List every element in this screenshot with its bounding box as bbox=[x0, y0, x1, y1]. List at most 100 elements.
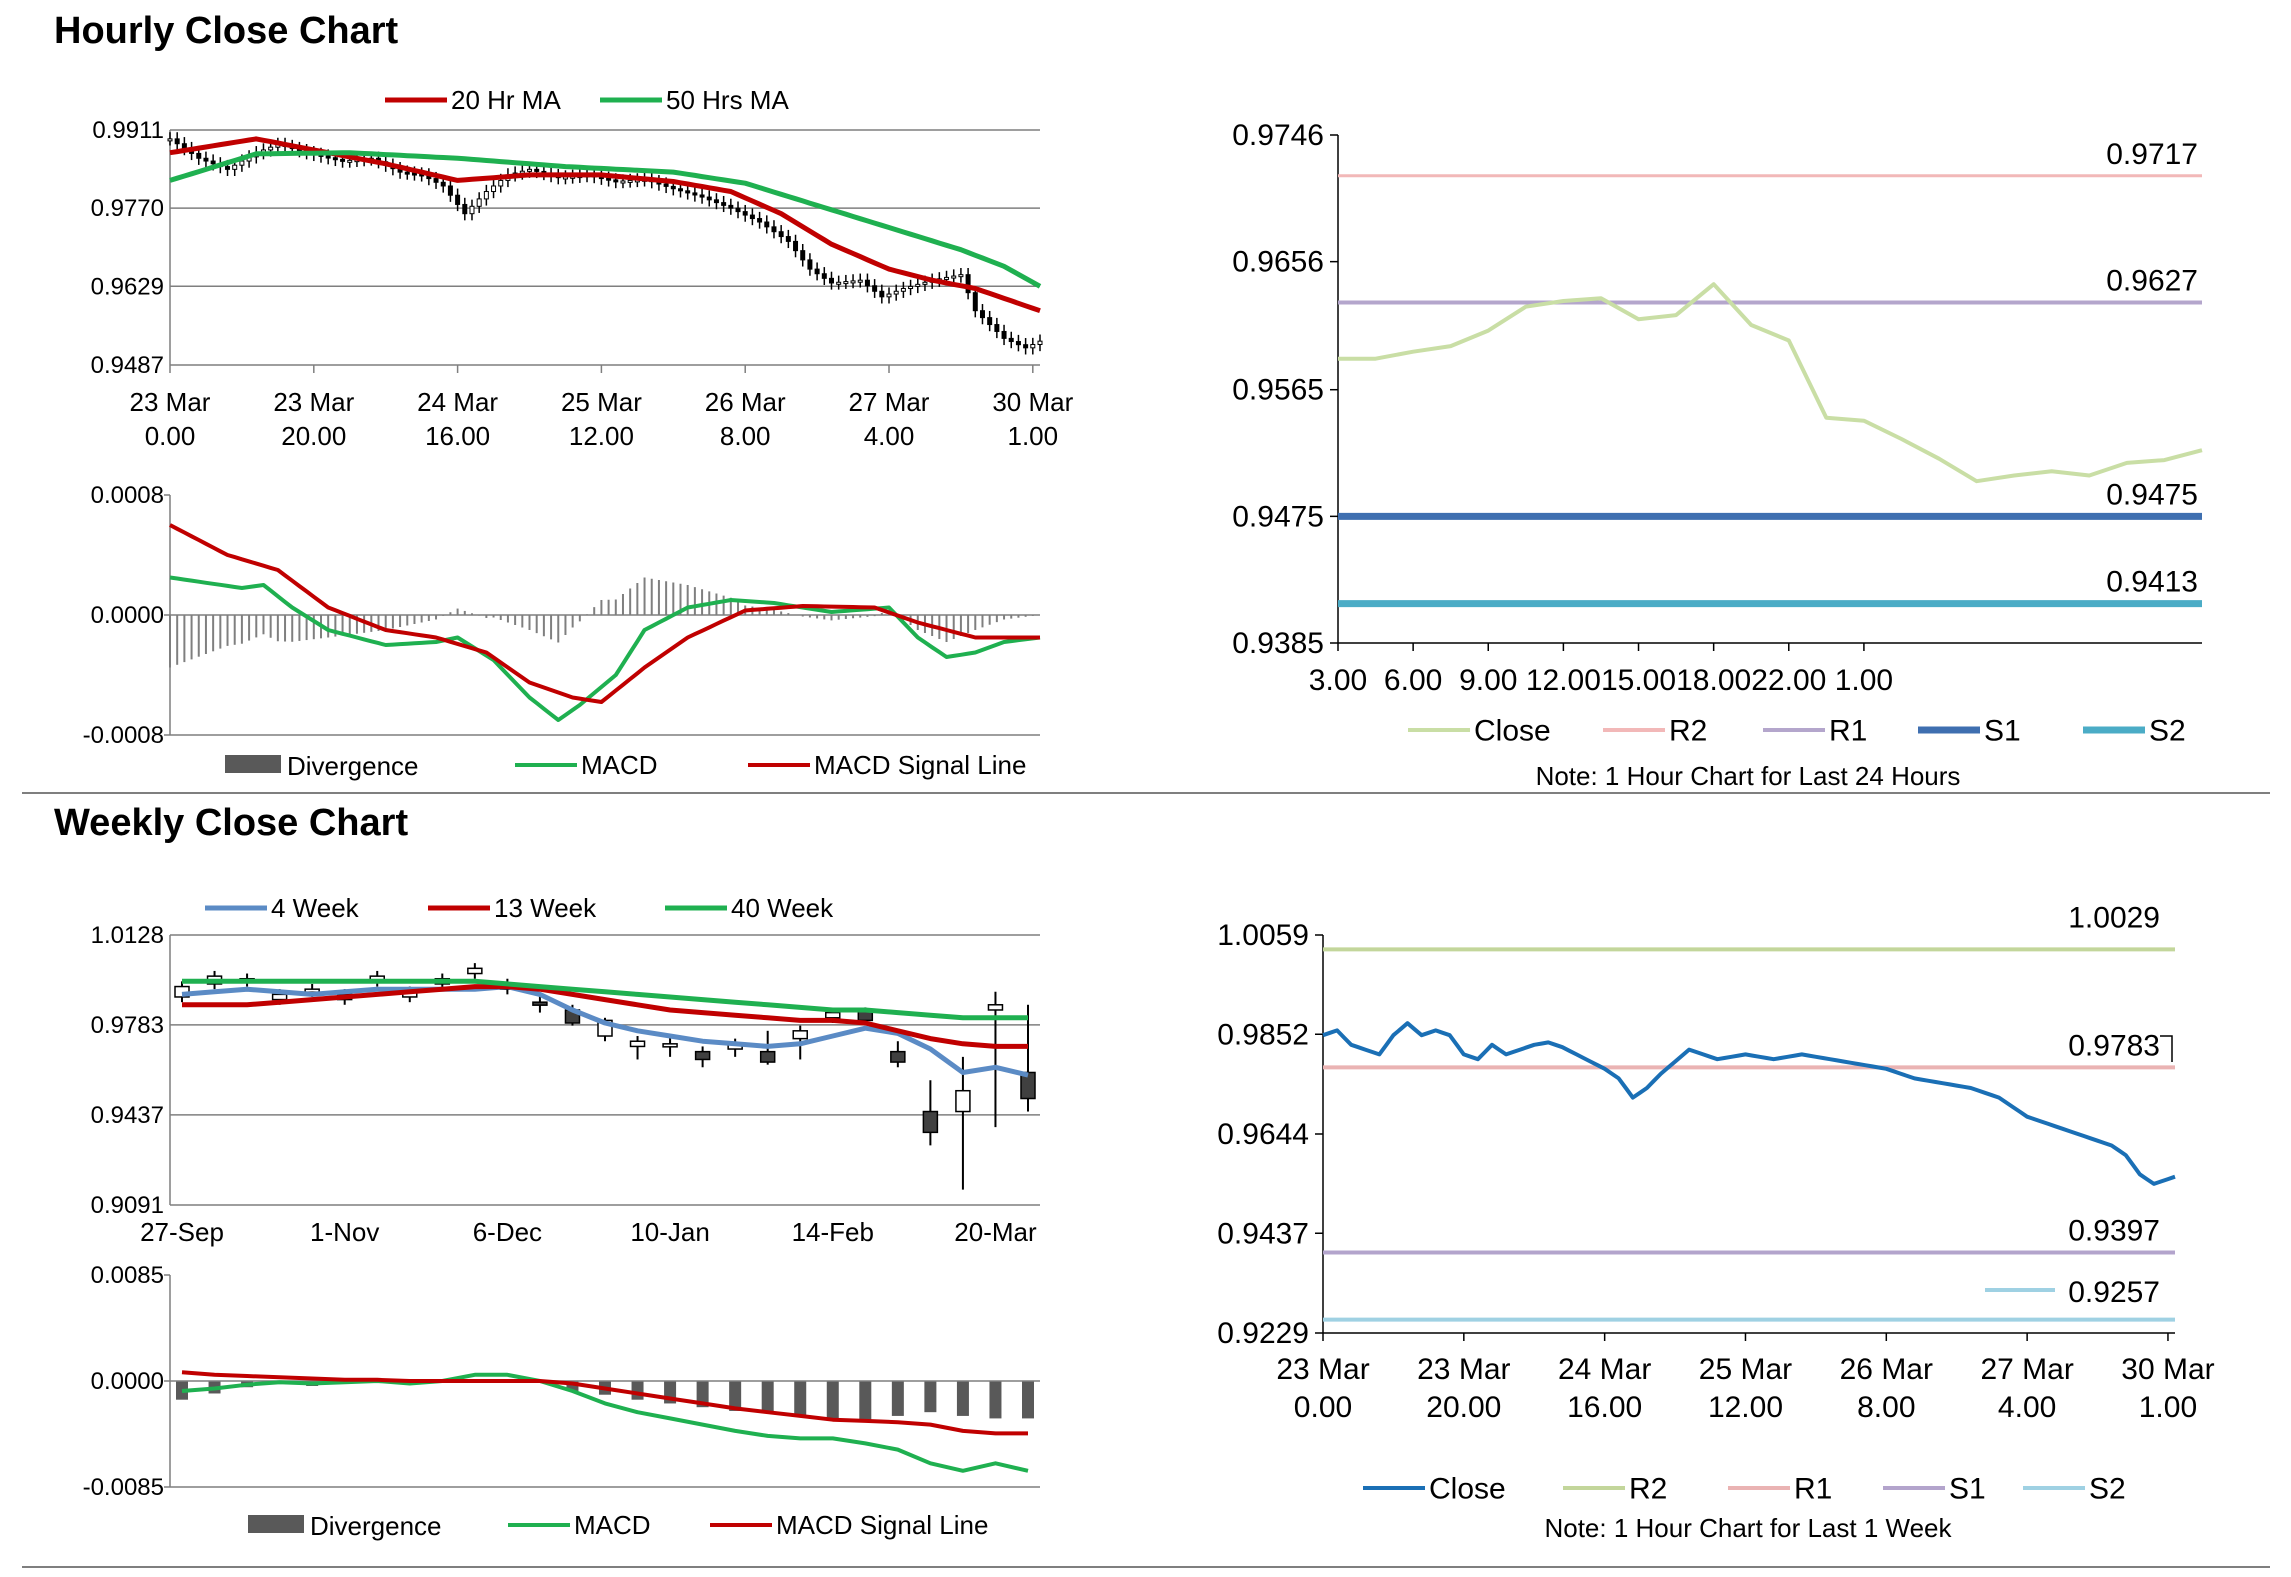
x-tick-label: 18.00 bbox=[1676, 664, 1751, 697]
y-tick-label: 1.0128 bbox=[91, 922, 164, 949]
level-label-r1: 0.9783 bbox=[2068, 1029, 2160, 1062]
weekly-section-title: Weekly Close Chart bbox=[54, 802, 409, 844]
candle-body bbox=[1023, 344, 1029, 349]
candle-body bbox=[1001, 330, 1007, 339]
candle-body bbox=[958, 274, 964, 278]
x-tick-label: 22.00 bbox=[1751, 664, 1826, 697]
x-tick-label: 1.00 bbox=[1835, 664, 1893, 697]
y-tick-label: 0.9629 bbox=[91, 273, 164, 300]
x-tick-label: 12.00 bbox=[1526, 664, 1601, 697]
x-tick-label: 20.00 bbox=[281, 421, 346, 451]
x-tick-label: 8.00 bbox=[1857, 1391, 1915, 1424]
divergence-bar bbox=[924, 1381, 937, 1413]
divergence-bar bbox=[989, 1381, 1002, 1419]
candle-body bbox=[972, 292, 978, 312]
x-tick-label: 20-Mar bbox=[954, 1217, 1037, 1247]
hourly-section-title: Hourly Close Chart bbox=[54, 10, 399, 52]
candle-body bbox=[268, 146, 274, 151]
candle-body bbox=[814, 268, 820, 275]
x-tick-label: 3.00 bbox=[1309, 664, 1367, 697]
y-tick-label: 0.0008 bbox=[91, 482, 164, 509]
x-tick-label: 27 Mar bbox=[849, 387, 930, 417]
x-tick-label: 30 Mar bbox=[992, 387, 1073, 417]
candle-body bbox=[800, 250, 806, 261]
candle-body bbox=[677, 188, 683, 192]
candle-body bbox=[742, 211, 748, 216]
divergence-bar bbox=[1022, 1381, 1034, 1419]
y-tick-label: -0.0085 bbox=[83, 1474, 164, 1501]
candle-body bbox=[735, 207, 741, 213]
chart-note: Note: 1 Hour Chart for Last 24 Hours bbox=[1536, 761, 1961, 791]
legend-13-week-label: 13 Week bbox=[494, 893, 597, 923]
candle-body bbox=[922, 1110, 939, 1134]
candle-body bbox=[692, 192, 698, 196]
y-tick-label: 0.9783 bbox=[91, 1012, 164, 1039]
section-divider bbox=[22, 792, 2270, 794]
candle-body bbox=[821, 273, 827, 279]
x-tick-label: 20.00 bbox=[1426, 1391, 1501, 1424]
candle-body bbox=[404, 171, 410, 175]
candle-body bbox=[532, 1001, 548, 1006]
level-label-s1: 0.9475 bbox=[2106, 478, 2198, 511]
ma-line-1 bbox=[169, 150, 1042, 289]
candle-body bbox=[778, 231, 784, 238]
candle-body bbox=[347, 159, 353, 163]
candle-body bbox=[685, 190, 691, 194]
x-tick-label: 8.00 bbox=[720, 421, 771, 451]
candle-body bbox=[340, 158, 346, 162]
ma-line-2 bbox=[182, 978, 1028, 1021]
candle-body bbox=[1020, 1071, 1036, 1100]
x-tick-label: 6.00 bbox=[1384, 664, 1442, 697]
candle-body bbox=[850, 280, 856, 284]
divergence-bar bbox=[891, 1381, 904, 1416]
candle-body bbox=[994, 324, 1000, 332]
y-tick-label: 0.9229 bbox=[1217, 1317, 1309, 1350]
legend-s2-label: S2 bbox=[2149, 715, 2186, 748]
level-label-s2: 0.9257 bbox=[2068, 1276, 2160, 1309]
candle-body bbox=[491, 185, 497, 193]
candle-body bbox=[965, 274, 971, 294]
candle-body bbox=[836, 281, 842, 285]
y-tick-label: 0.9656 bbox=[1232, 246, 1324, 279]
candle-body bbox=[627, 179, 633, 183]
candle-body bbox=[944, 276, 950, 280]
x-tick-label: 26 Mar bbox=[705, 387, 786, 417]
level-label-r2: 1.0029 bbox=[2068, 901, 2160, 934]
ma-line-0 bbox=[181, 984, 1029, 1078]
y-tick-label: 0.0085 bbox=[91, 1262, 164, 1289]
candle-body bbox=[196, 152, 202, 159]
legend-s2-label: S2 bbox=[2089, 1473, 2126, 1506]
x-tick-label: 24 Mar bbox=[417, 387, 498, 417]
candle-body bbox=[225, 166, 231, 170]
x-tick-label: 0.00 bbox=[1294, 1391, 1352, 1424]
candle-body bbox=[857, 279, 863, 283]
y-tick-label: 0.9385 bbox=[1232, 627, 1324, 660]
candle-body bbox=[433, 178, 439, 183]
x-tick-label: 30 Mar bbox=[2121, 1353, 2214, 1386]
candle-body bbox=[793, 240, 799, 252]
x-tick-label: 6-Dec bbox=[473, 1217, 542, 1247]
x-tick-label: 10-Jan bbox=[630, 1217, 710, 1247]
candle-body bbox=[706, 196, 712, 201]
legend-40-week-label: 40 Week bbox=[731, 893, 834, 923]
candle-body bbox=[951, 275, 957, 279]
bottom-divider bbox=[22, 1566, 2270, 1568]
x-tick-label: 0.00 bbox=[145, 421, 196, 451]
candle-body bbox=[828, 277, 834, 284]
legend-r1-label: R1 bbox=[1794, 1473, 1832, 1506]
y-tick-label: 0.0000 bbox=[91, 1368, 164, 1395]
legend-macd-label: MACD bbox=[581, 750, 658, 780]
candle-body bbox=[1015, 341, 1021, 346]
legend-r2-label: R2 bbox=[1669, 715, 1707, 748]
candle-body bbox=[232, 164, 238, 170]
x-tick-label: 27-Sep bbox=[140, 1217, 224, 1247]
candle-body bbox=[467, 967, 483, 975]
candle-body bbox=[728, 204, 734, 209]
y-tick-label: 0.9487 bbox=[91, 352, 164, 379]
x-tick-label: 1-Nov bbox=[310, 1217, 379, 1247]
candle-body bbox=[527, 168, 533, 172]
divergence-bar bbox=[566, 1381, 579, 1391]
candle-body bbox=[749, 214, 755, 220]
legend-divergence-swatch bbox=[248, 1515, 304, 1533]
